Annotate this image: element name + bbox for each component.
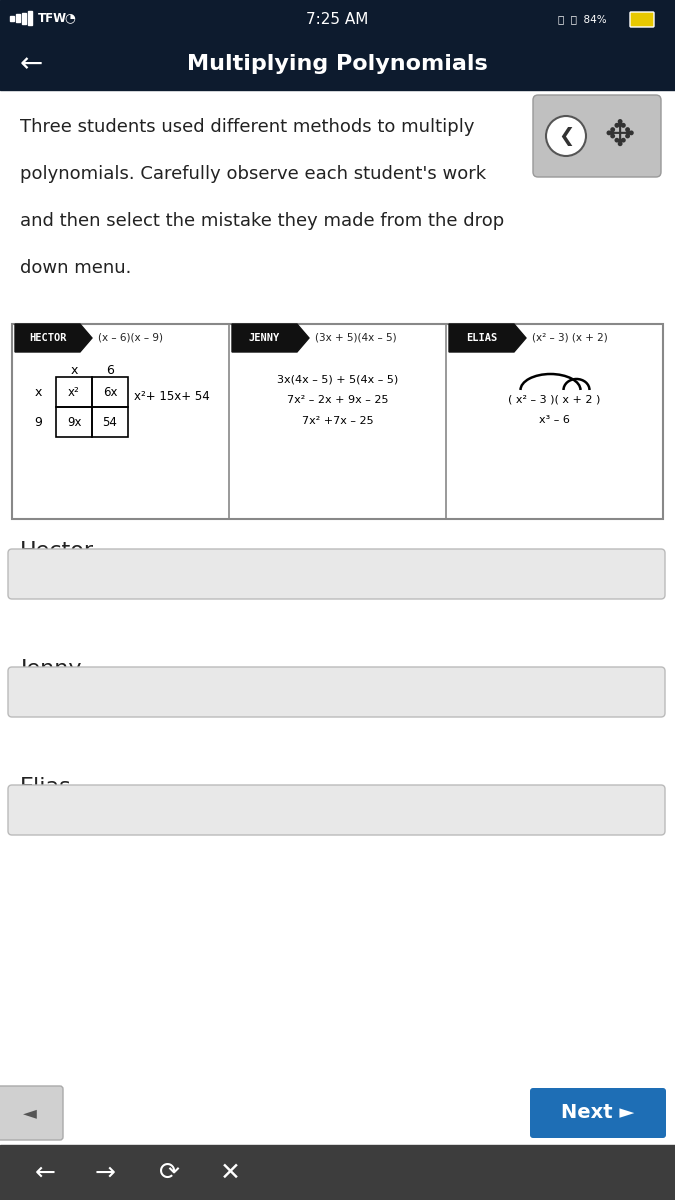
Bar (0, 38, 675, 90)
Text: (x – 6)(x – 9): (x – 6)(x – 9) (98, 332, 163, 343)
Text: 6: 6 (106, 365, 114, 378)
Bar (92, 377, 128, 407)
Text: 9: 9 (34, 415, 42, 428)
Bar (22, 12, 26, 24)
Text: Jenny: Jenny (20, 659, 82, 679)
Text: ✕: ✕ (219, 1160, 240, 1184)
Circle shape (546, 116, 586, 156)
FancyBboxPatch shape (533, 95, 661, 176)
Text: Next ►: Next ► (562, 1104, 634, 1122)
Bar (0, 1145, 675, 1200)
Bar (10, 16, 14, 20)
Text: Multiplying Polynomials: Multiplying Polynomials (186, 54, 487, 74)
FancyBboxPatch shape (8, 785, 665, 835)
Text: ◄: ◄ (23, 1104, 37, 1122)
Text: ( x² – 3 )( x + 2 ): ( x² – 3 )( x + 2 ) (508, 394, 601, 404)
Text: 6x: 6x (103, 385, 117, 398)
Text: ←: ← (20, 50, 43, 78)
Bar (12, 324, 663, 518)
Text: ←: ← (34, 1160, 55, 1184)
FancyBboxPatch shape (630, 12, 654, 26)
Text: TFW: TFW (38, 12, 67, 25)
Text: ELIAS: ELIAS (466, 332, 497, 343)
Text: JENNY: JENNY (249, 332, 280, 343)
Text: x: x (34, 385, 42, 398)
Polygon shape (232, 324, 309, 352)
Bar (56, 407, 92, 437)
Text: Elias: Elias (20, 778, 72, 797)
Polygon shape (15, 324, 92, 352)
Text: 3x(4x – 5) + 5(4x – 5): 3x(4x – 5) + 5(4x – 5) (277, 374, 398, 384)
Text: ✥: ✥ (605, 119, 635, 152)
Text: and then select the mistake they made from the drop: and then select the mistake they made fr… (20, 212, 504, 230)
Text: (x² – 3) (x + 2): (x² – 3) (x + 2) (532, 332, 608, 343)
Bar (0, 0, 675, 38)
Bar (56, 377, 92, 407)
Text: x²: x² (68, 385, 80, 398)
Text: 7x² +7x – 25: 7x² +7x – 25 (302, 416, 373, 426)
Bar (28, 11, 32, 25)
Text: 7:25 AM: 7:25 AM (306, 12, 368, 26)
FancyBboxPatch shape (8, 550, 665, 599)
Text: x: x (70, 365, 78, 378)
Text: (3x + 5)(4x – 5): (3x + 5)(4x – 5) (315, 332, 397, 343)
Text: ⟳: ⟳ (159, 1160, 180, 1184)
FancyBboxPatch shape (0, 1086, 63, 1140)
Text: →: → (95, 1160, 115, 1184)
Text: polynomials. Carefully observe each student's work: polynomials. Carefully observe each stud… (20, 164, 486, 182)
FancyBboxPatch shape (530, 1088, 666, 1138)
Text: ❮: ❮ (558, 126, 574, 145)
Text: down menu.: down menu. (20, 259, 132, 277)
FancyBboxPatch shape (8, 667, 665, 716)
Text: HECTOR: HECTOR (29, 332, 66, 343)
Text: 54: 54 (103, 415, 117, 428)
Bar (92, 407, 128, 437)
Bar (16, 14, 20, 22)
Text: x³ – 6: x³ – 6 (539, 415, 570, 425)
Polygon shape (449, 324, 526, 352)
Text: x²+ 15x+ 54: x²+ 15x+ 54 (134, 390, 210, 403)
Text: 9x: 9x (67, 415, 81, 428)
Text: Hector: Hector (20, 541, 94, 560)
Text: Three students used different methods to multiply: Three students used different methods to… (20, 118, 475, 136)
Text: ◔: ◔ (64, 12, 75, 24)
Text: Ⓒ  ⏰  84%: Ⓒ ⏰ 84% (558, 14, 607, 24)
Text: 7x² – 2x + 9x – 25: 7x² – 2x + 9x – 25 (287, 395, 388, 404)
